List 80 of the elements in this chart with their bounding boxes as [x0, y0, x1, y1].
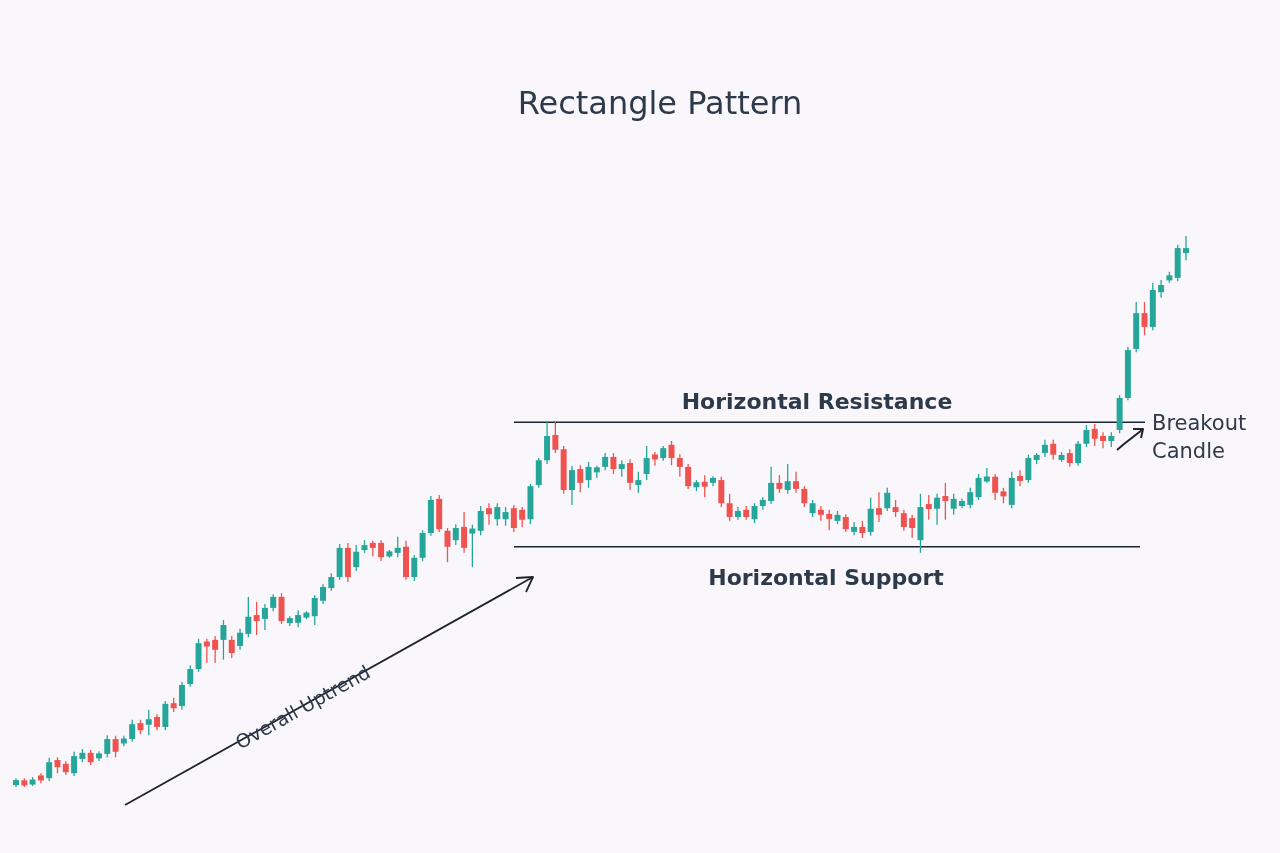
- candlestick: [685, 463, 692, 490]
- candlestick: [701, 474, 708, 498]
- candlestick: [203, 638, 210, 664]
- candlestick: [585, 461, 592, 489]
- candlestick: [261, 603, 268, 631]
- candlestick: [494, 502, 501, 527]
- candlestick: [627, 458, 634, 491]
- candlestick: [394, 536, 401, 558]
- candlestick: [934, 493, 941, 526]
- candlestick: [552, 421, 559, 454]
- candlestick: [212, 635, 219, 664]
- candlestick: [718, 476, 725, 508]
- candlestick: [793, 471, 799, 494]
- candlestick: [311, 594, 318, 626]
- candlestick: [485, 502, 492, 526]
- candlestick: [992, 473, 999, 501]
- candlestick: [411, 554, 418, 582]
- candlestick: [162, 700, 169, 731]
- candlestick: [1075, 440, 1082, 467]
- candlestick: [502, 506, 509, 527]
- candlestick: [477, 505, 484, 536]
- candlestick: [668, 440, 675, 466]
- candlestick: [1100, 431, 1106, 449]
- candlestick: [801, 485, 808, 508]
- candlestick: [784, 463, 791, 495]
- candlestick: [1083, 424, 1090, 448]
- annotation: Breakout Candle: [1152, 411, 1247, 463]
- candlestick: [320, 583, 327, 605]
- candlestick: [942, 482, 949, 521]
- candlestick: [145, 709, 152, 736]
- candlestick: [577, 464, 584, 493]
- candlestick: [826, 509, 833, 531]
- candlestick: [726, 493, 733, 522]
- candlestick: [452, 523, 459, 546]
- ref-line-label: Horizontal Resistance: [681, 389, 953, 415]
- candlestick: [884, 487, 891, 512]
- candlestick: [651, 451, 658, 467]
- candlestick: [635, 471, 642, 494]
- candlestick: [112, 735, 119, 758]
- candlestick: [253, 601, 260, 636]
- candlestick: [1183, 235, 1189, 261]
- candlestick: [676, 453, 683, 478]
- candlestick: [1158, 279, 1165, 299]
- candlestick: [568, 465, 575, 506]
- candlestick: [1050, 439, 1057, 461]
- candlestick: [353, 544, 360, 572]
- candlestick: [245, 596, 252, 638]
- candlestick: [983, 467, 990, 484]
- candlestick: [237, 628, 244, 651]
- candlestick: [610, 452, 617, 475]
- candlestick: [510, 504, 517, 533]
- candlestick: [851, 521, 858, 536]
- candlestick: [875, 491, 882, 523]
- candlestick: [104, 734, 111, 758]
- candlestick: [220, 619, 227, 661]
- candlestick: [925, 494, 932, 521]
- candlestick: [817, 505, 824, 522]
- candlestick: [909, 514, 916, 539]
- candlestick: [469, 524, 476, 568]
- candlestick: [178, 681, 185, 711]
- candlestick: [187, 664, 194, 688]
- candlestick: [900, 509, 907, 532]
- candlestick: [46, 757, 53, 782]
- candlestick: [519, 506, 526, 528]
- chart-title: Rectangle Pattern: [517, 84, 803, 122]
- candlestick: [129, 719, 136, 743]
- candlestick: [950, 493, 957, 516]
- candlestick: [228, 635, 235, 659]
- candlestick: [768, 466, 775, 505]
- candlestick: [1017, 469, 1024, 487]
- candlestick: [1091, 423, 1098, 447]
- candlestick: [975, 473, 982, 501]
- candlestick: [1025, 454, 1032, 484]
- candlestick: [867, 497, 874, 537]
- candlestick: [71, 751, 78, 777]
- candlestick: [643, 445, 650, 481]
- ref-line-label: Horizontal Support: [708, 564, 945, 590]
- candlestick: [967, 487, 974, 509]
- candlestick: [378, 539, 385, 562]
- candlestick: [461, 511, 468, 554]
